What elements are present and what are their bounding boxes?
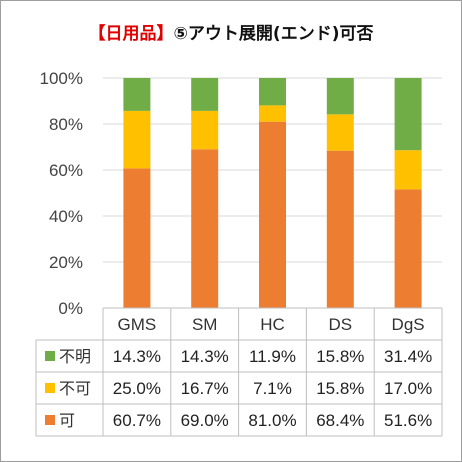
legend-key: [45, 351, 55, 361]
data-label: 15.8%: [316, 379, 364, 398]
legend-label: 不明: [59, 347, 91, 366]
bar-segment: [123, 78, 151, 111]
bar-segment: [394, 150, 422, 190]
bar-segment: [259, 105, 286, 122]
category-label: HC: [260, 315, 285, 334]
title-prefix: 【日用品】: [88, 24, 174, 44]
category-label: DS: [328, 315, 352, 334]
bar-segment: [259, 78, 286, 106]
y-tick-label: 20%: [49, 253, 83, 272]
bar-segment: [123, 110, 151, 169]
data-label: 60.7%: [113, 411, 161, 430]
bar-segment: [326, 114, 354, 151]
data-label: 17.0%: [384, 379, 432, 398]
data-label: 14.3%: [181, 347, 229, 366]
chart-title: 【日用品】⑤アウト展開(エンド)可否: [1, 19, 461, 44]
bar-segment: [191, 110, 219, 150]
y-tick-label: 100%: [40, 69, 83, 88]
data-label: 69.0%: [181, 411, 229, 430]
bar-segment: [326, 78, 354, 115]
data-label: 7.1%: [253, 379, 292, 398]
data-label: 25.0%: [113, 379, 161, 398]
legend-key: [45, 383, 55, 393]
data-label: 15.8%: [316, 347, 364, 366]
bar-segment: [394, 78, 422, 151]
category-label: SM: [192, 315, 218, 334]
bar-segment: [191, 149, 219, 308]
data-label: 51.6%: [384, 411, 432, 430]
data-label: 16.7%: [181, 379, 229, 398]
y-tick-label: 60%: [49, 161, 83, 180]
bar-segment: [326, 150, 354, 308]
y-tick-label: 80%: [49, 115, 83, 134]
bar-segment: [394, 189, 422, 308]
y-tick-label: 0%: [58, 299, 83, 318]
title-main: ⑤アウト展開(エンド)可否: [173, 24, 374, 44]
bar-segment: [191, 78, 219, 111]
bar-segment: [259, 121, 286, 308]
data-label: 14.3%: [113, 347, 161, 366]
legend-key: [45, 415, 55, 425]
data-label: 11.9%: [249, 347, 296, 366]
category-label: DgS: [392, 315, 425, 334]
data-label: 31.4%: [384, 347, 432, 366]
legend-label: 可: [59, 411, 75, 430]
data-label: 81.0%: [248, 411, 296, 430]
y-tick-label: 40%: [49, 207, 83, 226]
legend-label: 不可: [59, 379, 91, 398]
category-label: GMS: [118, 315, 157, 334]
bar-segment: [123, 168, 151, 308]
data-label: 68.4%: [316, 411, 364, 430]
